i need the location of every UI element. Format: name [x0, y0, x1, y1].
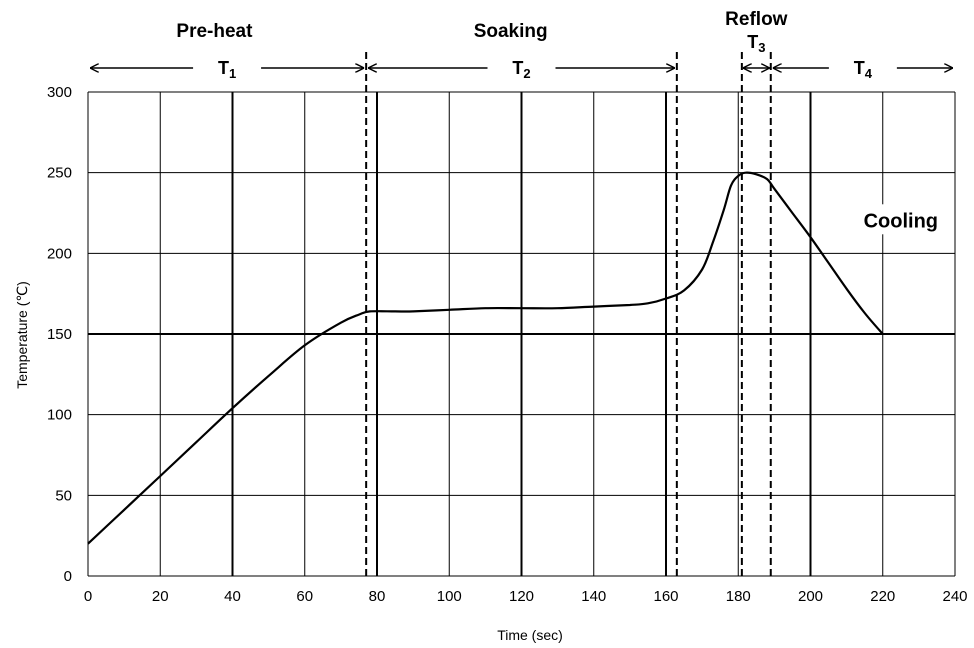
phase-label: Reflow: [725, 9, 788, 30]
period-label: T1: [218, 58, 236, 81]
phase-label: Pre-heat: [176, 21, 253, 42]
y-tick-label: 250: [47, 165, 72, 182]
x-tick-label: 0: [84, 588, 92, 605]
y-tick-label: 150: [47, 326, 72, 343]
y-tick-label: 0: [64, 568, 72, 585]
x-tick-label: 20: [152, 588, 169, 605]
x-tick-label: 180: [726, 588, 751, 605]
phase-labels: Pre-heat Soaking Reflow: [176, 9, 787, 42]
x-tick-label: 40: [224, 588, 241, 605]
x-tick-label: 160: [653, 588, 678, 605]
x-tick-label: 140: [581, 588, 606, 605]
x-tick-label: 200: [798, 588, 823, 605]
x-tick-label: 60: [296, 588, 313, 605]
y-tick-label: 200: [47, 245, 72, 262]
x-axis-label: Time (sec): [497, 627, 563, 643]
y-tick-label: 50: [55, 487, 72, 504]
x-tick-label: 120: [509, 588, 534, 605]
temperature-curve: [87, 171, 884, 545]
y-tick-label: 100: [47, 407, 72, 424]
annotation-background: [850, 204, 951, 235]
y-tick-label: 300: [47, 84, 72, 101]
series-layer: [87, 171, 884, 545]
period-label: T4: [854, 58, 873, 81]
period-label: T2: [512, 58, 530, 81]
phase-boundaries: [365, 52, 772, 576]
x-tick-label: 220: [870, 588, 895, 605]
x-tick-label: 240: [942, 588, 967, 605]
period-arrows: T1 T2 T3 T4: [90, 32, 953, 81]
tick-labels: 0 20 40 60 80 100 120 140 160 180 200 220 240 0 50 100 1…: [47, 84, 968, 605]
annotations: Cooling: [850, 204, 951, 235]
annotation-label: Cooling: [864, 210, 938, 232]
x-tick-label: 100: [437, 588, 462, 605]
phase-label: Soaking: [474, 21, 548, 42]
grid: [87, 91, 956, 577]
x-tick-label: 80: [369, 588, 386, 605]
period-label: T3: [747, 32, 765, 55]
y-axis-label: Temperature (℃): [14, 281, 30, 389]
